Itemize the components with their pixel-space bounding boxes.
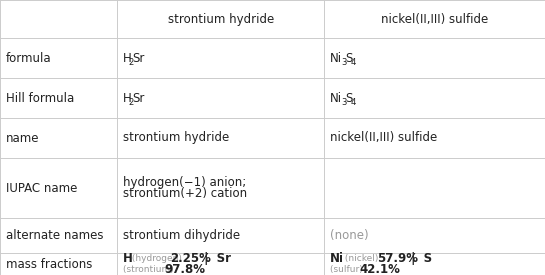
Text: 2: 2 [129,98,134,107]
Text: Ni: Ni [330,92,342,104]
Text: 3: 3 [341,58,347,67]
Text: 57.9%: 57.9% [378,252,419,265]
Text: (nickel): (nickel) [342,254,381,263]
Text: Ni: Ni [330,252,344,265]
Text: (none): (none) [330,229,369,242]
Text: S: S [345,92,352,104]
Text: Hill formula: Hill formula [6,92,74,104]
Text: H: H [123,51,132,65]
Text: hydrogen(−1) anion;: hydrogen(−1) anion; [123,176,246,189]
Text: strontium hydride: strontium hydride [123,131,229,144]
Text: |  S: | S [407,252,432,265]
Text: 4: 4 [350,58,355,67]
Text: H: H [123,92,132,104]
Text: nickel(II,III) sulfide: nickel(II,III) sulfide [381,12,488,26]
Text: formula: formula [6,51,52,65]
Text: IUPAC name: IUPAC name [6,182,77,194]
Text: 2: 2 [129,58,134,67]
Text: mass fractions: mass fractions [6,257,92,271]
Text: S: S [345,51,352,65]
Text: Sr: Sr [132,92,145,104]
Text: (strontium): (strontium) [123,265,177,274]
Text: nickel(II,III) sulfide: nickel(II,III) sulfide [330,131,438,144]
Text: H: H [123,252,133,265]
Text: (sulfur): (sulfur) [330,265,366,274]
Text: alternate names: alternate names [6,229,104,242]
Text: (hydrogen): (hydrogen) [129,254,185,263]
Text: 3: 3 [341,98,347,107]
Text: strontium(+2) cation: strontium(+2) cation [123,187,247,200]
Text: |  Sr: | Sr [199,252,231,265]
Text: Ni: Ni [330,51,342,65]
Text: 97.8%: 97.8% [164,263,205,275]
Text: strontium hydride: strontium hydride [168,12,274,26]
Text: 42.1%: 42.1% [360,263,401,275]
Text: strontium dihydride: strontium dihydride [123,229,240,242]
Text: 4: 4 [350,98,355,107]
Text: 2.25%: 2.25% [170,252,211,265]
Text: Sr: Sr [132,51,145,65]
Text: name: name [6,131,39,144]
